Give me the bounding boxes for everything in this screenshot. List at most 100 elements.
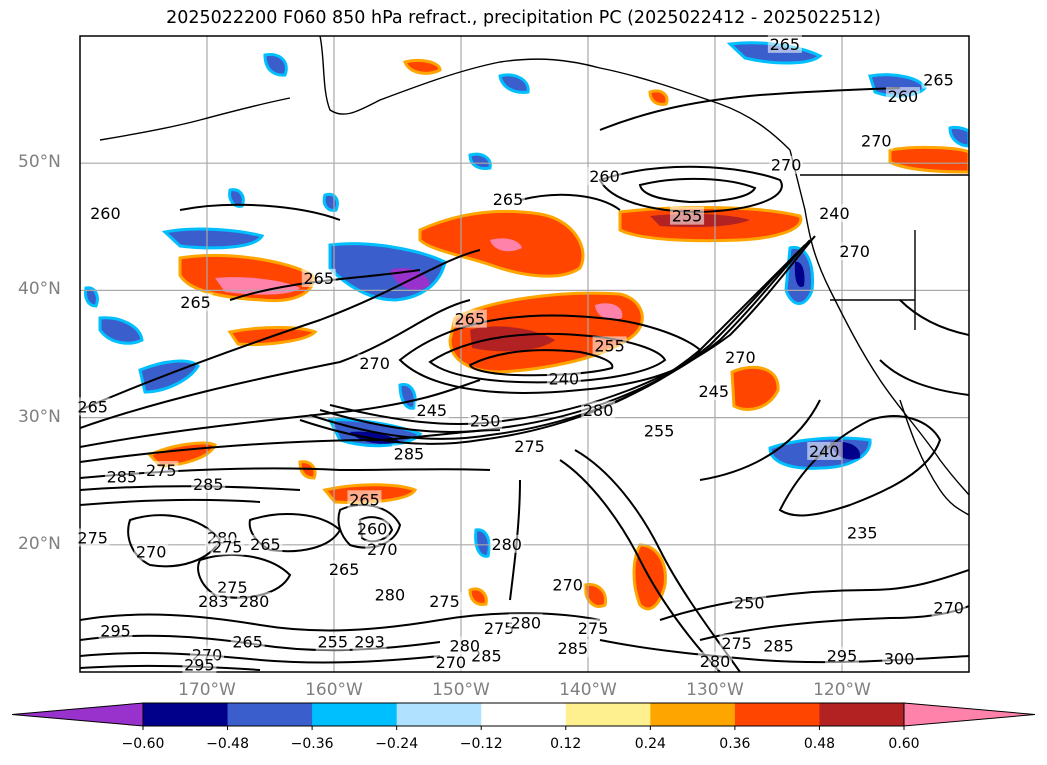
contour-label-bg bbox=[327, 560, 362, 579]
contour-label: 255 bbox=[644, 422, 675, 441]
contour-label: 295 bbox=[827, 647, 858, 666]
contour-line bbox=[699, 399, 821, 481]
contour-label: 275 bbox=[77, 528, 108, 547]
contour-label-bg bbox=[482, 618, 517, 637]
contour-label-bg bbox=[88, 204, 123, 223]
contour-label: 245 bbox=[417, 401, 448, 420]
contour-label-bg bbox=[178, 293, 213, 312]
contour-line bbox=[398, 314, 702, 394]
contour-label-bg bbox=[357, 354, 392, 373]
map-title: 2025022200 F060 850 hPa refract., precip… bbox=[166, 8, 881, 28]
baja-coast bbox=[899, 399, 969, 516]
contour-label: 270 bbox=[359, 354, 390, 373]
contour-line bbox=[519, 193, 621, 211]
colorbar-label: −0.36 bbox=[290, 736, 334, 752]
lon-label: 170°W bbox=[178, 680, 236, 700]
contour-label: 280 bbox=[450, 637, 481, 656]
colorbar-box bbox=[650, 703, 736, 726]
precip-fill-cool bbox=[98, 316, 144, 345]
contour-label-bg bbox=[490, 190, 525, 209]
contour-label-bg bbox=[581, 401, 616, 420]
contour-label: 240 bbox=[549, 369, 580, 388]
contour-line bbox=[659, 569, 969, 621]
contour-label: 255 bbox=[594, 336, 625, 355]
colorbar-box bbox=[481, 703, 567, 726]
contour-label: 270 bbox=[436, 653, 467, 672]
contour-label-bg bbox=[859, 131, 894, 150]
contour-label-bg bbox=[75, 397, 110, 416]
contour-label-bg bbox=[512, 436, 547, 455]
colorbar-label: 0.36 bbox=[719, 736, 751, 752]
contour-label-bg bbox=[391, 444, 426, 463]
precip-fill-cool bbox=[161, 227, 265, 250]
contour-label: 270 bbox=[861, 132, 892, 151]
contour-label: 270 bbox=[725, 348, 756, 367]
contour-label-bg bbox=[468, 411, 503, 430]
contour-label: 260 bbox=[90, 204, 121, 223]
precip-fill-warm bbox=[402, 58, 442, 75]
contour-label-bg bbox=[452, 309, 487, 328]
lat-label: 20°N bbox=[18, 533, 61, 554]
precip-fill-dark bbox=[794, 261, 805, 287]
precip-fill-pink bbox=[490, 238, 522, 252]
contour-label-bg bbox=[75, 528, 110, 547]
contour-label: 265 bbox=[493, 190, 524, 209]
contour-label-bg bbox=[427, 592, 462, 611]
alaska-coast bbox=[319, 36, 791, 151]
precip-fill-cool bbox=[228, 188, 245, 208]
contour-label: 260 bbox=[357, 520, 388, 539]
lat-label: 50°N bbox=[18, 152, 61, 173]
contour-label-bg bbox=[546, 369, 581, 388]
contour-label-bg bbox=[433, 653, 468, 672]
contour-line bbox=[428, 332, 667, 384]
contour-label-bg bbox=[210, 537, 245, 556]
contour-line bbox=[197, 554, 292, 599]
contour-label-bg bbox=[825, 646, 859, 665]
contour-label: 295 bbox=[184, 656, 215, 675]
contour-label: 275 bbox=[721, 634, 752, 653]
contour-label-bg bbox=[489, 534, 524, 553]
lat-label: 30°N bbox=[18, 406, 61, 427]
precip-fill-warm bbox=[468, 587, 488, 606]
colorbar-label: −0.24 bbox=[375, 736, 419, 752]
contour-label: 265 bbox=[232, 633, 263, 652]
contour-label-bg bbox=[191, 475, 226, 494]
colorbar-label: −0.60 bbox=[121, 736, 165, 752]
precip-fill-warm bbox=[730, 365, 780, 411]
contour-label-bg bbox=[550, 575, 585, 594]
contour-line bbox=[598, 165, 783, 214]
contour-label-bg bbox=[767, 34, 802, 53]
contour-line bbox=[127, 514, 222, 568]
contour-line bbox=[80, 249, 481, 411]
contour-label: 275 bbox=[146, 461, 177, 480]
north-america-coast bbox=[789, 149, 969, 496]
contour-label-bg bbox=[592, 336, 627, 355]
contour-label-bg bbox=[670, 206, 705, 225]
map-frame bbox=[79, 35, 970, 673]
contour-label: 265 bbox=[923, 71, 954, 90]
contour-line bbox=[80, 498, 261, 506]
contour-label: 265 bbox=[329, 560, 360, 579]
contour-label: 265 bbox=[250, 535, 281, 554]
contour-label-bg bbox=[508, 613, 543, 632]
contour-label-bg bbox=[555, 639, 590, 658]
contour-label: 280 bbox=[239, 592, 270, 611]
contour-label-bg bbox=[98, 621, 133, 640]
contour-line bbox=[80, 379, 481, 448]
contour-label-bg bbox=[807, 441, 842, 460]
contour-label: 300 bbox=[884, 649, 915, 668]
contour-label: 283 bbox=[198, 592, 229, 611]
contour-label-bg bbox=[817, 204, 852, 223]
contour-label: 250 bbox=[734, 593, 765, 612]
contour-label: 280 bbox=[583, 401, 614, 420]
colorbar-label: 0.24 bbox=[634, 736, 666, 752]
contour-label: 295 bbox=[100, 621, 131, 640]
contour-label-bg bbox=[352, 632, 387, 651]
contour-label-bg bbox=[761, 636, 796, 655]
contour-label-bg bbox=[769, 155, 804, 174]
contour-label: 270 bbox=[136, 542, 167, 561]
precip-fill-cool bbox=[263, 52, 288, 77]
colorbar-box bbox=[565, 703, 651, 726]
contour-label: 270 bbox=[367, 540, 398, 559]
